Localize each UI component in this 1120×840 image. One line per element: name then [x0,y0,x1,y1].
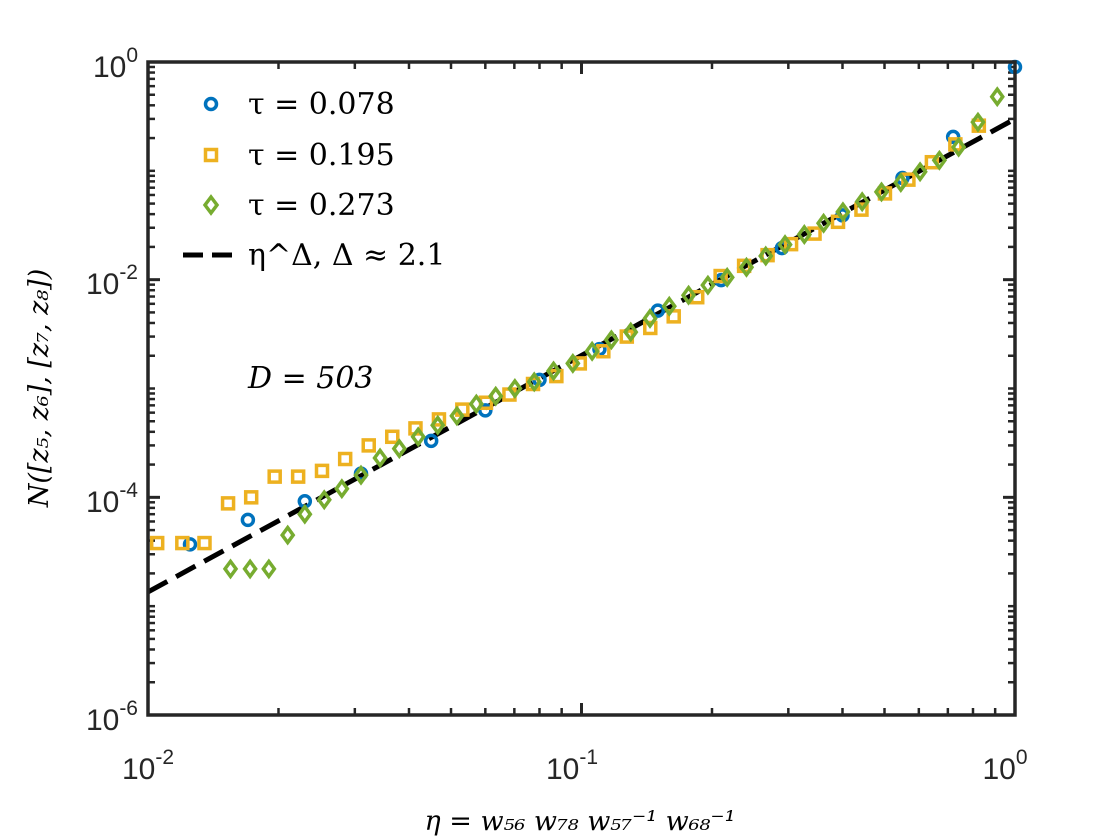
fit-line [146,116,1017,595]
data-point-tau-0.195 [854,202,869,217]
data-point-tau-0.195 [830,214,846,230]
y-tick-label-1e-2: 10-2 [86,261,138,301]
data-point-tau-0.195 [267,469,282,484]
legend-entry-tau-0.078: τ = 0.078 [203,87,395,122]
x-tick-label-1e0: 100 [982,746,1027,786]
data-point-tau-0.195 [361,438,376,453]
data-point-tau-0.195 [149,535,165,551]
data-point-tau-0.273 [642,308,658,329]
data-point-tau-0.273 [970,111,986,133]
data-point-tau-0.195 [175,535,190,551]
legend-entry-fit: η^Δ, Δ ≈ 2.1 [183,238,445,273]
data-point-tau-0.273 [758,245,774,267]
data-point-tau-0.273 [488,385,504,407]
data-point-tau-0.195 [643,320,658,336]
data-point-tau-0.195 [666,309,681,324]
legend-label-tau-0.195: τ = 0.195 [248,138,395,173]
data-point-tau-0.273 [334,478,350,500]
legend-entry-tau-0.273: τ = 0.273 [202,188,395,223]
data-point-tau-0.273 [623,321,639,343]
legend-entry-tau-0.195: τ = 0.195 [203,138,395,173]
data-point-tau-0.273 [873,181,890,203]
data-point-tau-0.078 [240,512,256,528]
legend-label-fit: η^Δ, Δ ≈ 2.1 [248,238,445,273]
data-point-tau-0.273 [738,256,755,278]
data-point-tau-0.195 [385,429,400,445]
data-point-tau-0.195 [220,496,236,511]
data-point-tau-0.273 [316,489,332,511]
x-tick-label-1e-1: 10-1 [546,746,598,786]
data-point-tau-0.273 [680,284,697,306]
legend-marker-diamond [202,194,220,216]
x-tick-label-1e-2: 10-2 [122,746,174,786]
data-point-tau-0.273 [893,172,909,194]
data-point-tau-0.273 [526,371,542,393]
data-point-tau-0.273 [297,503,313,525]
data-point-tau-0.273 [468,393,485,415]
legend-marker-square [203,147,219,163]
plot-background [148,62,1015,715]
fit-line-layer [146,116,1017,595]
y-tick-label-1e-4: 10-4 [86,479,138,519]
plot-frame [146,60,1017,717]
data-point-tau-0.273 [815,212,832,234]
data-point-tau-0.273 [507,378,523,399]
data-point-tau-0.273 [449,405,465,427]
legend-label-tau-0.078: τ = 0.078 [248,87,395,122]
data-point-tau-0.078 [650,303,666,318]
data-point-tau-0.273 [950,136,967,158]
data-point-tau-0.078 [478,403,493,418]
data-point-tau-0.195 [197,535,212,551]
legend: τ = 0.078 τ = 0.195 τ = 0.273 η^Δ, Δ ≈ 2… [183,87,445,273]
data-point-tau-0.273 [280,524,296,546]
data-point-tau-0.273 [912,161,928,183]
data-point-tau-0.273 [835,201,851,223]
data-point-tau-0.273 [584,340,600,362]
data-point-tau-0.273 [372,447,388,469]
data-point-tau-0.273 [391,438,408,460]
data-point-tau-0.273 [854,191,870,213]
data-point-tau-0.078 [423,433,439,449]
data-point-tau-0.273 [430,414,446,436]
data-point-tau-0.195 [337,451,353,467]
data-point-tau-0.273 [261,558,277,580]
data-point-tau-0.273 [242,558,258,580]
y-axis-label: N([z₅, z₆], [z₇, z₈]) [24,269,55,509]
data-point-tau-0.273 [222,558,239,580]
data-point-tau-0.195 [783,236,799,252]
data-point-tau-0.195 [572,356,588,371]
y-tick-label-1e-6: 10-6 [86,697,138,737]
data-point-tau-0.273 [700,274,716,296]
data-point-tau-0.273 [353,464,369,486]
series-layer [149,59,1023,580]
data-point-tau-0.195 [314,463,330,479]
data-point-tau-0.273 [661,295,677,317]
data-point-tau-0.195 [713,268,728,284]
data-point-tau-0.273 [931,149,948,171]
data-point-tau-0.195 [243,490,259,505]
data-point-tau-0.273 [989,86,1005,108]
legend-label-tau-0.273: τ = 0.273 [248,188,395,223]
data-point-tau-0.273 [565,352,581,374]
data-point-tau-0.273 [545,360,562,382]
data-point-tau-0.195 [431,412,447,427]
data-point-tau-0.195 [290,469,306,484]
data-point-tau-0.273 [777,234,793,256]
data-point-tau-0.273 [603,329,620,351]
d-annotation: D = 503 [247,361,374,396]
data-point-tau-0.273 [410,426,426,448]
legend-marker-circle [203,96,219,112]
data-point-tau-0.273 [796,224,812,245]
data-point-tau-0.078 [182,537,198,552]
y-tick-label-1e0: 100 [93,44,138,84]
data-point-tau-0.273 [719,266,735,288]
x-axis-label: η = w₅₆ w₇₈ w₅₇⁻¹ w₆₈⁻¹ [425,806,736,837]
